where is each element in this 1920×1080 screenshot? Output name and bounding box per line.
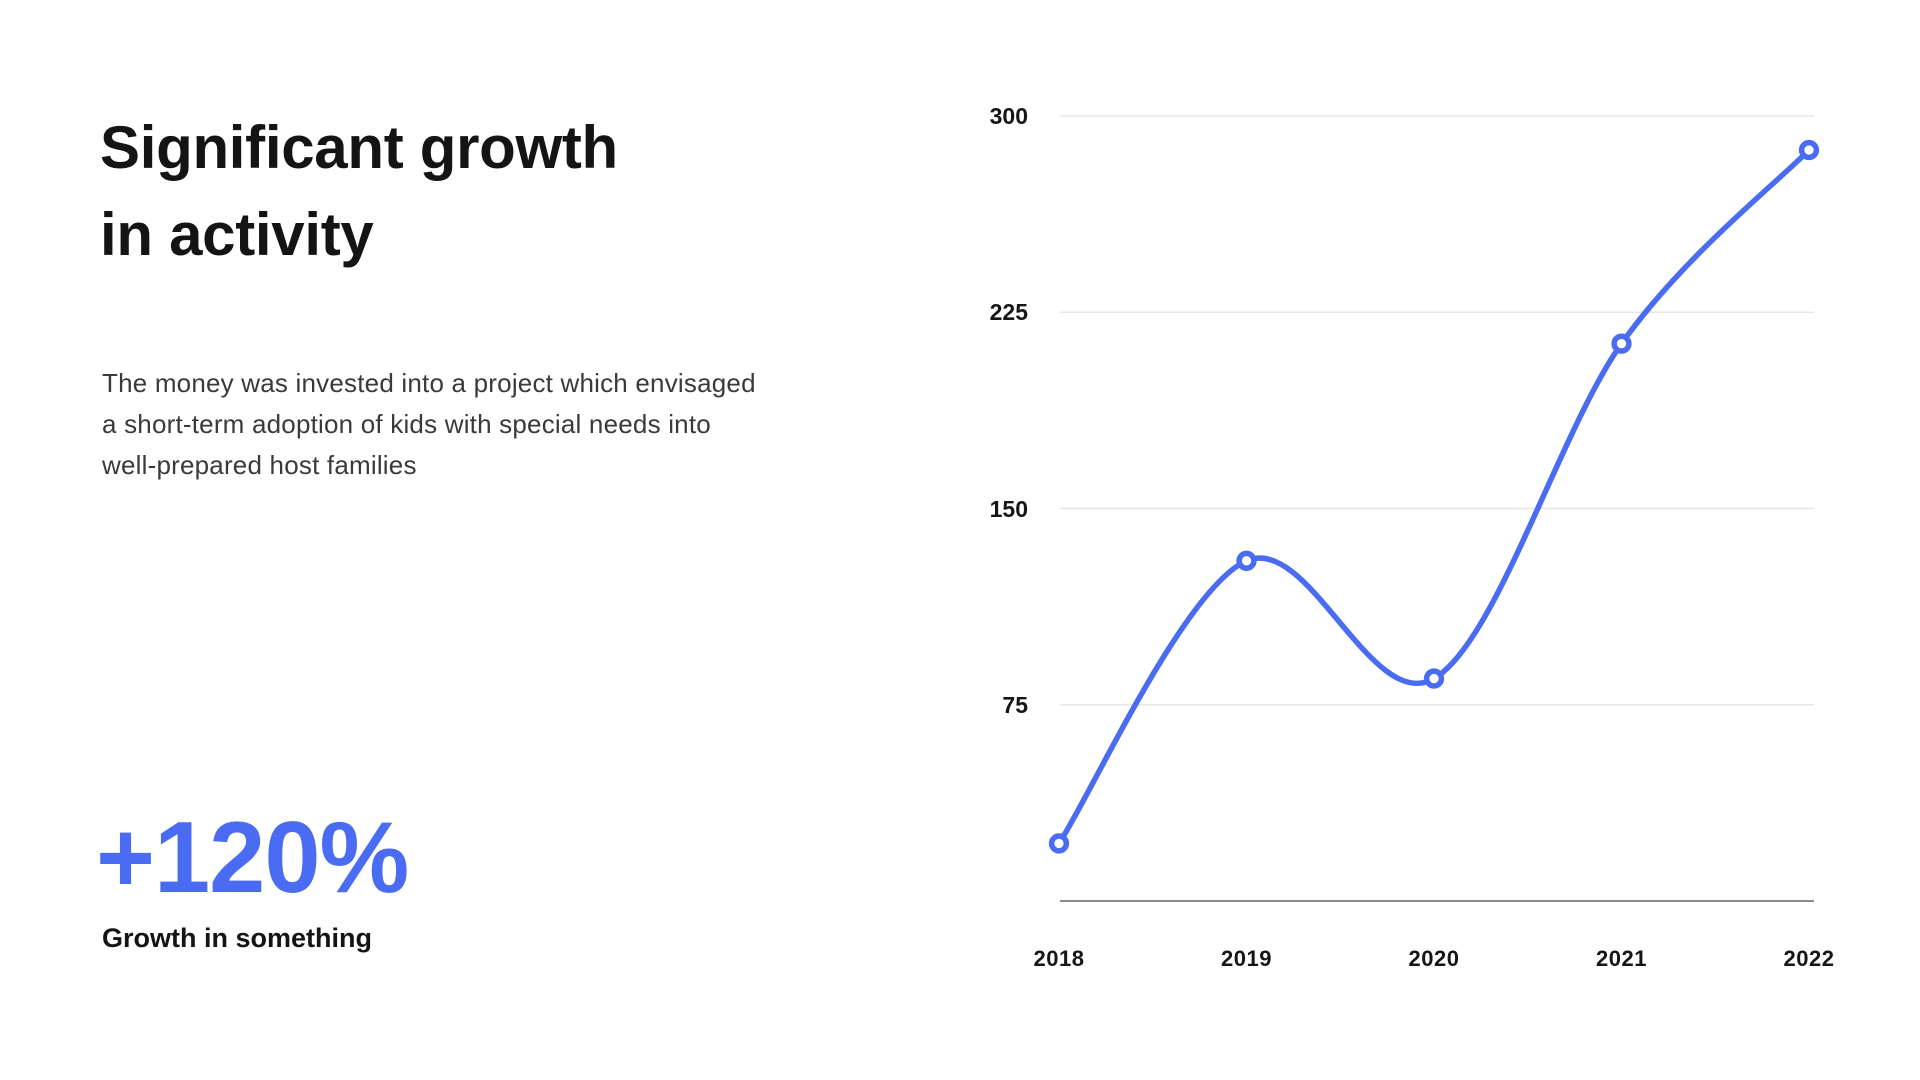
description-line-1: The money was invested into a project wh… <box>102 368 756 398</box>
page-title: Significant growth in activity <box>100 104 618 278</box>
line-chart: 75 150 225 300 2018 2019 2020 2021 2022 <box>940 80 1850 1000</box>
y-axis-label: 225 <box>989 299 1028 326</box>
description-line-2: a short-term adoption of kids with speci… <box>102 409 711 439</box>
x-axis-label: 2022 <box>1783 946 1835 971</box>
data-point-marker <box>1236 550 1257 571</box>
stat-label: Growth in something <box>102 923 372 953</box>
y-axis-label: 75 <box>1002 691 1028 718</box>
data-point-marker <box>1048 833 1070 854</box>
data-point-marker <box>1423 668 1445 689</box>
y-axis-label: 150 <box>989 495 1028 522</box>
line-series <box>1056 147 1812 847</box>
title-line-1: Significant growth <box>100 114 618 181</box>
x-axis-label: 2018 <box>1033 946 1085 971</box>
description-line-3: well-prepared host families <box>102 450 417 480</box>
data-point-marker <box>1611 333 1632 354</box>
x-axis-label: 2021 <box>1596 946 1647 971</box>
x-axis-label: 2020 <box>1408 946 1460 971</box>
title-line-2: in activity <box>100 201 374 268</box>
stat-value: +120% <box>96 802 409 914</box>
line-chart-canvas <box>1048 115 1820 902</box>
y-axis-label: 300 <box>989 103 1028 129</box>
data-point-marker <box>1798 139 1820 161</box>
description: The money was invested into a project wh… <box>102 363 756 486</box>
x-axis-label: 2019 <box>1221 946 1272 971</box>
